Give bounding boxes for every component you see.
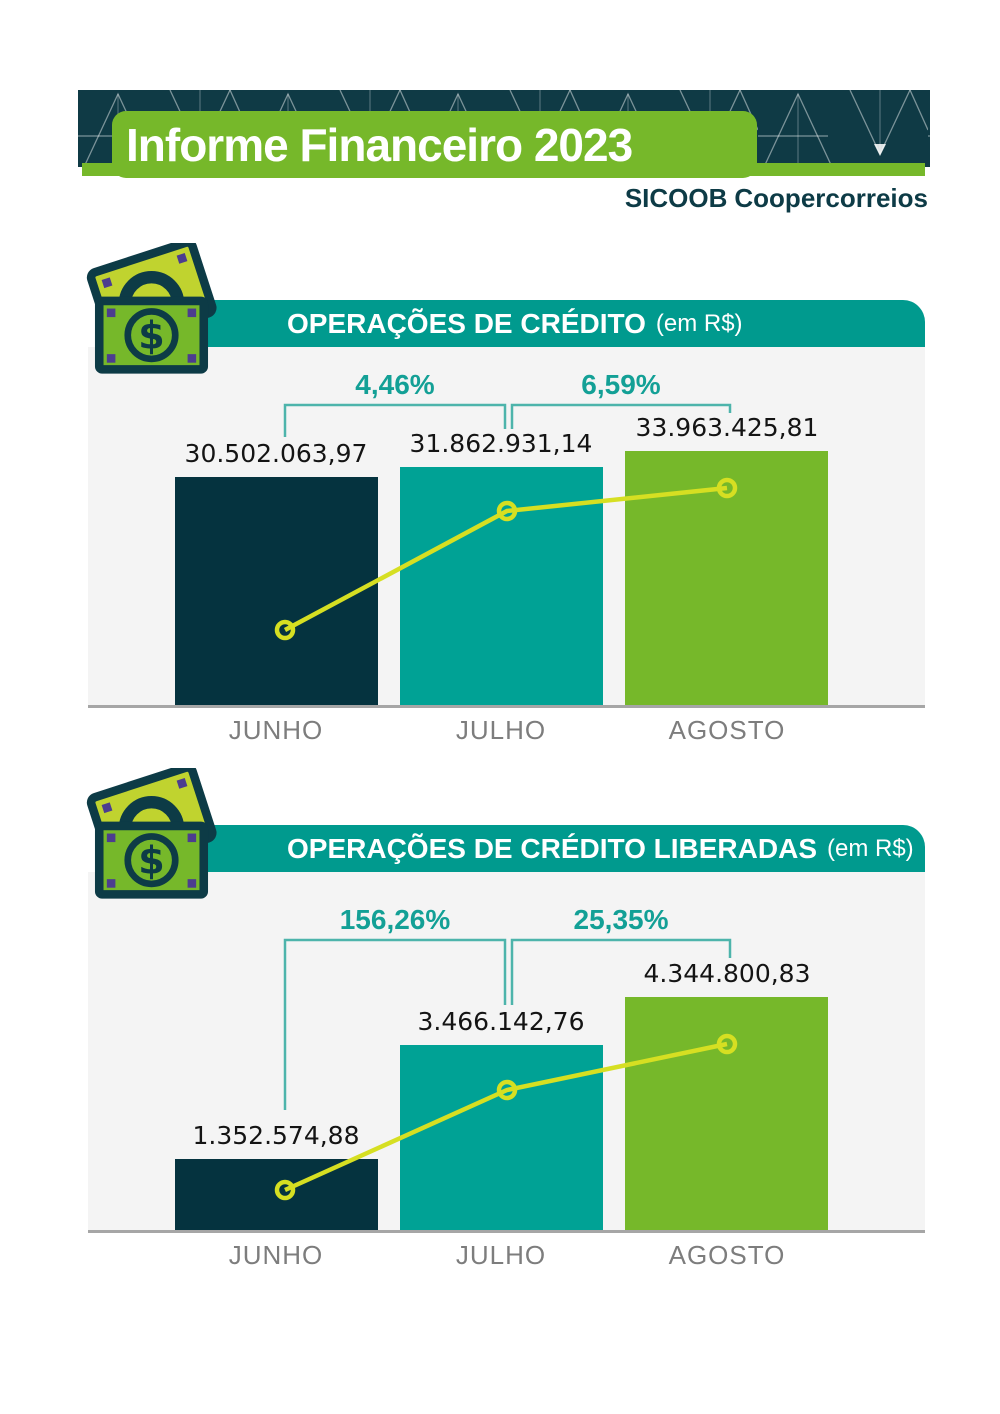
- axis-baseline: [88, 705, 925, 708]
- brand-name: Coopercorreios: [734, 183, 928, 213]
- chart-unit: (em R$): [827, 834, 914, 862]
- front-banknote: [94, 296, 209, 374]
- money-clip-arch: [118, 271, 185, 305]
- brand: SICOOB Coopercorreios: [625, 183, 928, 214]
- page-title-plate: Informe Financeiro 2023: [112, 111, 757, 178]
- bar-agosto: [625, 997, 828, 1232]
- chart-title: OPERAÇÕES DE CRÉDITO LIBERADAS: [287, 832, 817, 864]
- dollar-circle: [124, 833, 179, 888]
- bar-junho: [175, 477, 378, 707]
- bar-agosto: [625, 451, 828, 707]
- month-label-julho: JULHO: [455, 715, 547, 745]
- chart-banner: OPERAÇÕES DE CRÉDITO LIBERADAS (em R$): [195, 825, 925, 872]
- month-label-agosto: AGOSTO: [668, 715, 786, 745]
- bar-value-junho: 30.502.063,97: [184, 439, 368, 468]
- bar-value-junho: 1.352.574,88: [192, 1121, 360, 1150]
- chart-title: OPERAÇÕES DE CRÉDITO: [287, 307, 646, 339]
- bar-value-agosto: 33.963.425,81: [635, 413, 819, 442]
- money-icon: $: [86, 243, 217, 374]
- month-label-junho: JUNHO: [228, 1240, 324, 1270]
- bar-julho: [400, 1045, 603, 1232]
- dollar-sign-icon: $: [138, 838, 164, 882]
- money-icon: $: [86, 768, 217, 899]
- bar-value-agosto: 4.344.800,83: [643, 959, 811, 988]
- dollar-circle: [124, 308, 179, 363]
- bar-julho: [400, 467, 603, 707]
- bar-value-julho: 3.466.142,76: [417, 1007, 585, 1036]
- month-label-agosto: AGOSTO: [668, 1240, 786, 1270]
- month-label-julho: JULHO: [455, 1240, 547, 1270]
- month-label-junho: JUNHO: [228, 715, 324, 745]
- front-banknote: [94, 821, 209, 899]
- delta-julho-agosto: 25,35%: [573, 904, 669, 935]
- page-title: Informe Financeiro 2023: [126, 118, 633, 171]
- delta-junho-julho: 156,26%: [339, 904, 451, 935]
- bar-junho: [175, 1159, 378, 1232]
- delta-junho-julho: 4,46%: [355, 369, 435, 400]
- chart-unit: (em R$): [655, 309, 743, 337]
- dollar-sign-icon: $: [138, 313, 164, 357]
- chart-banner: OPERAÇÕES DE CRÉDITO (em R$): [195, 300, 925, 347]
- credit-operations-released-chart: $ OPERAÇÕES DE CRÉDITO LIBERADAS (em R$)…: [75, 768, 930, 1283]
- money-clip-arch: [118, 796, 185, 830]
- credit-operations-chart: $ OPERAÇÕES DE CRÉDITO (em R$) 30.502.06…: [75, 243, 930, 758]
- axis-baseline: [88, 1230, 925, 1233]
- brand-sicoob: SICOOB: [624, 183, 728, 213]
- delta-julho-agosto: 6,59%: [581, 369, 661, 400]
